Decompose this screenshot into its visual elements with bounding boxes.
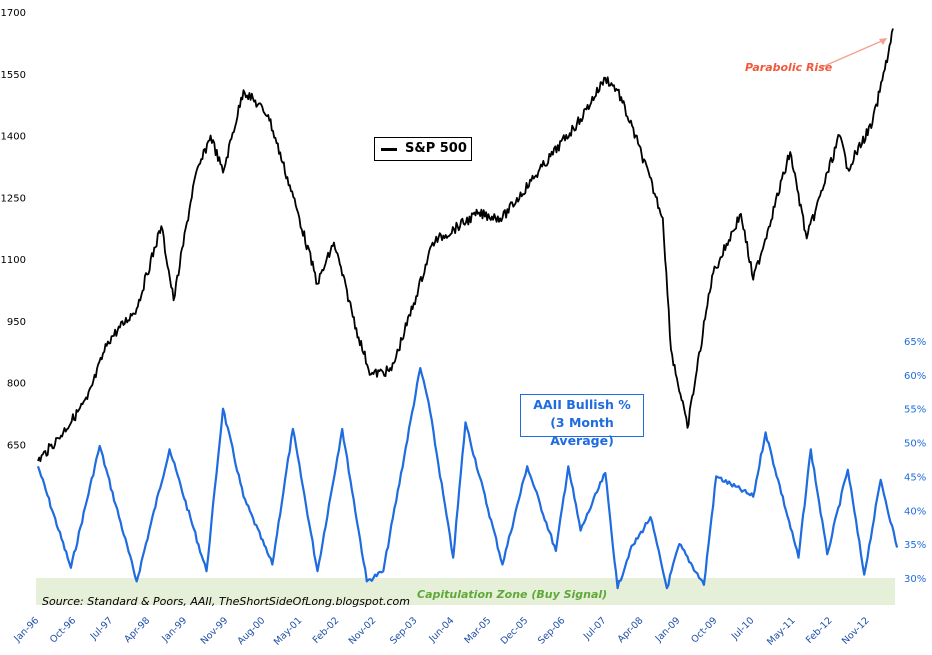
- sp500-line: [37, 28, 894, 463]
- capitulation-zone-label: Capitulation Zone (Buy Signal): [417, 588, 608, 601]
- x-tick: Feb-02: [311, 615, 342, 646]
- aaii-series-path: [36, 367, 899, 590]
- x-tick: May-01: [272, 615, 305, 648]
- sp500-series-path: [37, 28, 894, 463]
- right-y-tick: 55%: [904, 405, 926, 416]
- x-tick: Jun-04: [426, 615, 456, 645]
- x-tick: Apr-08: [616, 615, 646, 645]
- x-tick: Nov-99: [199, 615, 231, 647]
- right-y-tick: 65%: [904, 337, 926, 348]
- left-y-tick: 1700: [1, 8, 26, 19]
- right-y-tick: 45%: [904, 472, 926, 483]
- x-tick: Sep-03: [388, 615, 419, 646]
- x-tick: Oct-96: [48, 615, 78, 645]
- right-y-axis: 30% 35% 40% 45% 50% 55% 60% 65%: [904, 337, 926, 585]
- x-tick: Oct-09: [689, 615, 719, 645]
- aaii-legend: AAII Bullish % (3 Month Average): [520, 394, 644, 448]
- x-tick: Jul-97: [88, 615, 116, 643]
- left-y-tick: 1250: [1, 193, 26, 204]
- right-y-tick: 40%: [904, 506, 926, 517]
- x-tick: Jan-09: [653, 615, 683, 645]
- right-y-tick: 50%: [904, 439, 926, 450]
- x-tick: Sep-06: [536, 615, 567, 646]
- x-tick: Nov-02: [347, 615, 379, 647]
- left-y-axis: 650 800 950 1100 1250 1400 1550 1700: [1, 8, 26, 451]
- parabolic-rise-annotation: Parabolic Rise: [745, 61, 833, 74]
- x-tick: Jul-07: [581, 615, 609, 643]
- x-tick: Nov-12: [840, 615, 872, 647]
- sp500-legend-label: S&P 500: [405, 141, 467, 156]
- right-y-tick: 60%: [904, 371, 926, 382]
- left-y-tick: 1550: [1, 70, 26, 81]
- parabolic-arrow: [821, 38, 887, 68]
- capitulation-zone: [36, 578, 895, 605]
- x-tick: Jul-10: [729, 615, 757, 643]
- right-y-tick: 30%: [904, 574, 926, 585]
- x-tick: Jan-96: [11, 615, 41, 645]
- left-y-tick: 650: [7, 440, 26, 451]
- sp500-legend: S&P 500: [374, 137, 472, 161]
- x-tick: Apr-98: [122, 615, 152, 645]
- x-tick: Dec-05: [499, 615, 531, 647]
- left-y-tick: 1400: [1, 132, 26, 143]
- x-tick: Mar-05: [462, 615, 493, 646]
- left-y-tick: 800: [7, 379, 26, 390]
- x-tick: Aug-00: [235, 615, 267, 647]
- x-tick: Feb-12: [804, 615, 835, 646]
- aaii-bullish-line: [36, 367, 899, 590]
- x-axis: Jan-96 Oct-96 Jul-97 Apr-98 Jan-99 Nov-99 Aug-…: [11, 615, 871, 648]
- x-tick: Jan-99: [159, 615, 189, 645]
- right-y-tick: 35%: [904, 540, 926, 551]
- x-tick: May-11: [765, 615, 798, 648]
- aaii-legend-line2: (3 Month Average): [550, 415, 614, 448]
- left-y-tick: 1100: [1, 255, 26, 266]
- aaii-legend-line1: AAII Bullish %: [533, 397, 631, 412]
- sp500-legend-swatch: [381, 148, 397, 151]
- left-y-tick: 950: [7, 317, 26, 328]
- source-note: Source: Standard & Poors, AAII, TheShort…: [42, 595, 411, 608]
